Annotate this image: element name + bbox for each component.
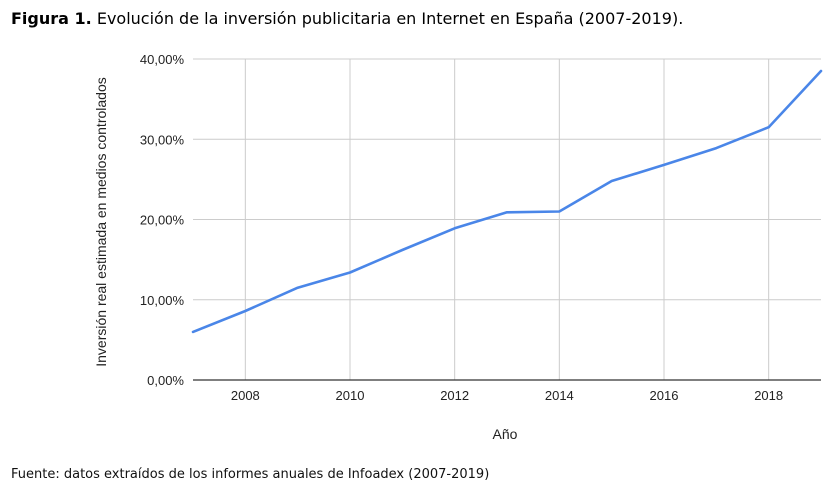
series-line [191,69,823,334]
data-point [820,70,823,73]
x-tick-label: 2016 [650,388,679,403]
data-point [349,271,352,274]
y-tick-label: 10,00% [140,293,185,308]
y-tick-label: 30,00% [140,132,185,147]
data-point [192,331,195,334]
x-tick-label: 2008 [231,388,260,403]
line-chart: 0,00%10,00%20,00%30,00%40,00% 2008 2010 20… [93,52,823,442]
x-axis-title: Año [493,426,518,442]
figure-label: Figura 1. [11,9,92,28]
y-tick-label: 0,00% [147,373,184,388]
data-point [296,286,299,289]
y-axis-title: Inversión real estimada en medios contro… [93,77,109,367]
data-point [767,126,770,129]
data-point [244,310,247,313]
figure-title: Figura 1. Evolución de la inversión publ… [11,9,683,28]
x-tick-label: 2010 [336,388,365,403]
source-note: Fuente: datos extraídos de los informes … [11,467,490,482]
grid-lines [193,58,821,380]
x-tick-label: 2014 [545,388,574,403]
data-point [506,211,509,214]
data-point [558,210,561,213]
y-tick-label: 20,00% [140,213,185,228]
data-point [663,164,666,167]
x-tick-label: 2018 [754,388,783,403]
data-point [401,249,404,252]
x-tick-label: 2012 [440,388,469,403]
data-point [453,227,456,230]
series-layer [191,69,823,334]
x-tick-labels: 2008 2010 2012 2014 2016 2018 [231,388,783,403]
y-tick-label: 40,00% [140,52,185,67]
data-point [715,147,718,150]
data-point [610,180,613,183]
y-tick-labels: 0,00% 10,00% 20,00% 30,00% 40,00% [140,52,185,388]
figure-caption: Evolución de la inversión publicitaria e… [96,9,684,28]
